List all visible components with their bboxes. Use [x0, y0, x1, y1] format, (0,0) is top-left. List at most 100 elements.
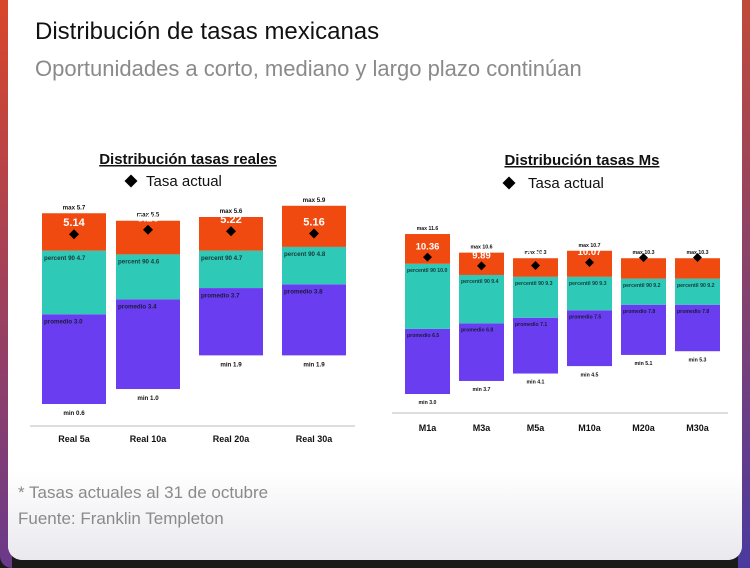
reales-real-5a-avg-label: promedio 3.0 [44, 318, 83, 325]
reales-real-5a-p90-label: percent 90 4.7 [44, 255, 86, 262]
ms-m5a-max-label: max 10.3 [525, 250, 547, 256]
ms-m1a-bar-min-avg [405, 328, 450, 394]
ms-m10a-avg-label: promedio 7.5 [569, 315, 601, 321]
ms-m30a-bar-avg-p90 [675, 278, 720, 305]
ms-m5a-bar-avg-p90 [513, 276, 558, 318]
reales-real-20a-avg-label: promedio 3.7 [201, 292, 240, 299]
ms-m3a-actual-label: 9.89 [472, 250, 491, 261]
ms-m10a-min-label: min 4.5 [581, 372, 599, 378]
ms-legend-marker [502, 176, 516, 190]
ms-m20a-category-label: M20a [632, 423, 656, 433]
ms-m3a-max-label: max 10.6 [471, 245, 493, 251]
reales-real-5a-bar-avg-p90 [42, 250, 106, 315]
ms-m30a-bar-p90-max [675, 258, 720, 279]
ms-m1a-bar-avg-p90 [405, 263, 450, 329]
footnote-source: Fuente: Franklin Templeton [18, 509, 224, 528]
footnote-date: * Tasas actuales al 31 de octubre [18, 483, 269, 502]
reales-real-30a-bar-avg-p90 [282, 246, 346, 285]
reales-real-20a-category-label: Real 20a [213, 434, 251, 444]
reales-real-30a-min-label: min 1.9 [303, 362, 325, 369]
ms-m5a-avg-label: promedio 7.1 [515, 322, 547, 328]
reales-real-30a-category-label: Real 30a [296, 434, 334, 444]
ms-m10a-category-label: M10a [578, 423, 602, 433]
reales-real-20a-actual-marker [226, 226, 236, 237]
ms-legend-label: Tasa actual [528, 175, 604, 192]
ms-m30a-bar-min-avg [675, 304, 720, 352]
ms-m5a-actual-marker [531, 260, 540, 270]
ms-m3a-bar-min-avg [459, 323, 504, 381]
reales-real-10a-p90-label: percent 90 4.6 [118, 259, 160, 266]
reales-real-30a-bar-p90-max [282, 205, 346, 247]
reales-chart-title: Distribución tasas reales [99, 151, 277, 168]
reales-real-20a-actual-label: 5.22 [220, 214, 241, 226]
reales-real-10a-actual-marker [143, 224, 153, 235]
ms-m20a-actual-label: 10.33 [632, 242, 656, 253]
ms-m5a-category-label: M5a [527, 423, 546, 433]
reales-real-20a-bar-min-avg [199, 288, 263, 356]
ms-m1a-category-label: M1a [419, 423, 438, 433]
reales-legend-marker [124, 174, 138, 188]
ms-m3a-p90-label: percentil 90 9.4 [461, 279, 499, 285]
ms-m5a-p90-label: percentil 90 9.3 [515, 281, 553, 287]
ms-m1a-actual-marker [423, 252, 432, 262]
reales-real-10a-bar-min-avg [116, 299, 180, 390]
reales-real-20a-bar-avg-p90 [199, 250, 263, 289]
reales-real-10a-avg-label: promedio 3.4 [118, 303, 157, 310]
ms-m10a-bar-min-avg [567, 310, 612, 367]
reales-real-10a-min-label: min 1.0 [137, 395, 159, 402]
reales-real-5a-category-label: Real 5a [58, 434, 91, 444]
ms-m1a-max-label: max 11.6 [417, 226, 439, 232]
ms-m3a-actual-marker [477, 261, 486, 271]
ms-m1a-avg-label: promedio 6.5 [407, 333, 439, 339]
ms-m10a-bar-avg-p90 [567, 276, 612, 311]
ms-m20a-actual-marker [639, 253, 648, 263]
reales-real-5a-actual-marker [69, 229, 79, 240]
reales-real-30a-actual-marker [309, 228, 319, 239]
reales-real-10a-category-label: Real 10a [130, 434, 168, 444]
reales-real-20a-min-label: min 1.9 [220, 362, 242, 369]
ms-m1a-p90-label: percentil 90 10.0 [407, 268, 447, 274]
ms-m20a-p90-label: percentil 90 9.2 [623, 283, 661, 289]
reales-real-5a-actual-label: 5.14 [63, 217, 85, 229]
reales-real-30a-actual-label: 5.16 [303, 216, 324, 228]
reales-real-30a-max-label: max 5.9 [303, 197, 326, 204]
ms-m3a-bar-avg-p90 [459, 274, 504, 324]
reales-real-20a-p90-label: percent 90 4.7 [201, 255, 243, 262]
reales-real-30a-bar-min-avg [282, 284, 346, 356]
ms-m5a-bar-min-avg [513, 317, 558, 374]
slide-title: Distribución de tasas mexicanas [35, 18, 380, 45]
ms-m5a-min-label: min 4.1 [527, 380, 545, 386]
ms-m30a-p90-label: percentil 90 9.2 [677, 283, 715, 289]
ms-chart-title: Distribución tasas Ms [504, 152, 659, 169]
reales-real-10a-max-label: max 5.5 [137, 212, 160, 219]
ms-m10a-max-label: max 10.7 [579, 243, 601, 249]
reales-real-30a-avg-label: promedio 3.8 [284, 289, 323, 296]
ms-m5a-actual-label: 9.91 [526, 250, 545, 261]
ms-m20a-bar-min-avg [621, 304, 666, 355]
reales-real-5a-max-label: max 5.7 [63, 204, 86, 211]
reales-legend-label: Tasa actual [146, 173, 222, 190]
reales-real-5a-min-label: min 0.6 [63, 410, 85, 417]
reales-real-20a-max-label: max 5.6 [220, 208, 243, 215]
ms-m3a-min-label: min 3.7 [473, 387, 491, 393]
ms-m10a-actual-label: 10.07 [578, 247, 602, 258]
ms-m20a-min-label: min 5.1 [635, 361, 653, 367]
reales-real-30a-p90-label: percent 90 4.8 [284, 251, 326, 258]
ms-m20a-avg-label: promedio 7.8 [623, 309, 655, 315]
reales-real-10a-actual-label: 5.26 [137, 213, 158, 225]
ms-m20a-bar-avg-p90 [621, 278, 666, 305]
ms-m1a-min-label: min 3.0 [419, 400, 437, 406]
ms-m20a-bar-p90-max [621, 258, 666, 279]
ms-m30a-min-label: min 5.3 [689, 357, 707, 363]
slide-subtitle: Oportunidades a corto, mediano y largo p… [35, 56, 582, 81]
ms-m10a-actual-marker [585, 257, 594, 267]
ms-m30a-actual-marker [693, 252, 702, 262]
ms-m3a-category-label: M3a [473, 423, 492, 433]
reales-real-5a-bar-min-avg [42, 314, 106, 404]
ms-m30a-actual-label: 10.34 [686, 242, 710, 253]
ms-m30a-category-label: M30a [686, 423, 710, 433]
ms-m1a-actual-label: 10.36 [416, 242, 440, 253]
ms-m30a-avg-label: promedio 7.8 [677, 309, 709, 315]
